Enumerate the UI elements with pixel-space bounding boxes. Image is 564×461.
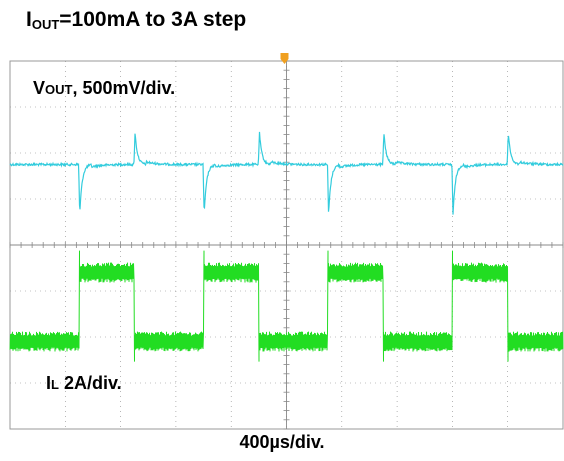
vout-label-main: V <box>33 78 46 98</box>
il-trace <box>9 250 564 362</box>
vout-channel-label: VOUT, 500mV/div. <box>33 78 175 99</box>
vout-trace <box>9 131 564 215</box>
traces <box>9 131 564 362</box>
trigger-marker-group <box>280 53 289 64</box>
x-axis-label: 400µs/div. <box>239 432 325 452</box>
il-label-main: I <box>46 373 52 393</box>
il-label-subscript: L <box>51 377 59 392</box>
il-label-rest: 2A/div. <box>58 373 122 393</box>
trigger-marker <box>280 53 289 64</box>
vout-label-rest: , 500mV/div. <box>72 78 176 98</box>
il-channel-label: IL 2A/div. <box>46 373 122 394</box>
title-main: I <box>26 8 32 31</box>
vout-label-subscript: OUT <box>45 82 73 97</box>
title-subscript: OUT <box>31 17 60 32</box>
chart-title: IOUT=100mA to 3A step <box>26 8 246 32</box>
title-rest: =100mA to 3A step <box>59 8 247 31</box>
